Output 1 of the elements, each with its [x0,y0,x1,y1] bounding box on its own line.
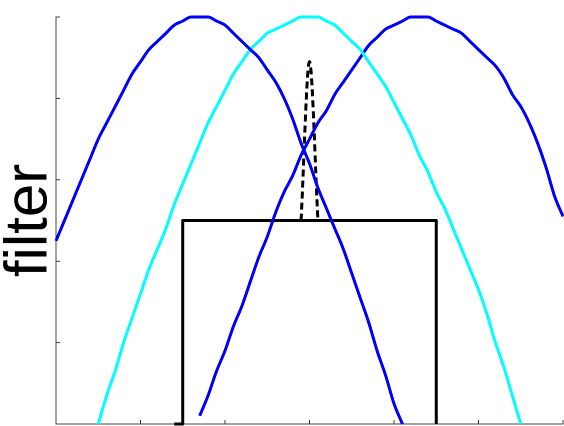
y-axis-title: filter [0,164,60,278]
